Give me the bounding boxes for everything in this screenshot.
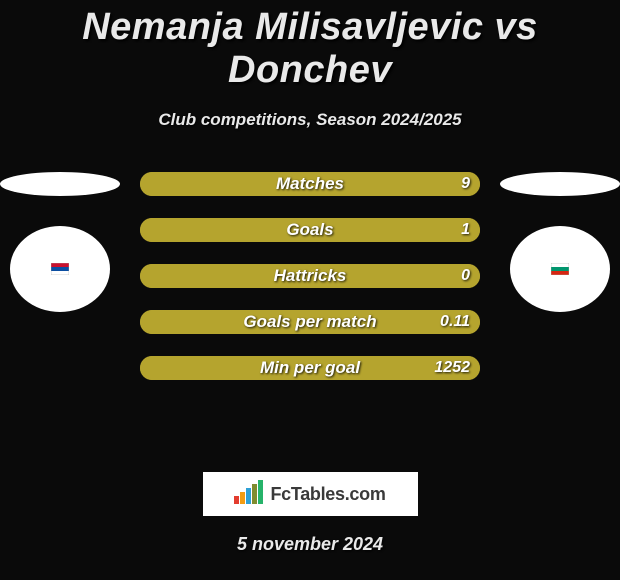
left-player-photo-placeholder (0, 172, 120, 196)
left-player-flag-badge (10, 226, 110, 312)
stat-row: Goals per match0.11 (140, 310, 480, 334)
stat-label: Matches (140, 172, 480, 196)
left-player-column (0, 172, 120, 312)
stat-value-right: 1252 (434, 356, 470, 380)
stat-label: Goals (140, 218, 480, 242)
page-title: Nemanja Milisavljevic vs Donchev (0, 0, 620, 92)
stat-value-right: 0 (461, 264, 470, 288)
stat-label: Hattricks (140, 264, 480, 288)
right-player-column (500, 172, 620, 312)
stat-value-right: 0.11 (440, 310, 470, 334)
right-player-photo-placeholder (500, 172, 620, 196)
flag-left-icon (51, 263, 69, 275)
logo-chart-icon (234, 480, 264, 509)
stat-value-right: 1 (461, 218, 470, 242)
stat-value-right: 9 (461, 172, 470, 196)
logo-box[interactable]: FcTables.com (203, 472, 418, 516)
stat-row: Hattricks0 (140, 264, 480, 288)
stat-label: Min per goal (140, 356, 480, 380)
comparison-panel: Matches9Goals1Hattricks0Goals per match0… (0, 172, 620, 472)
subtitle: Club competitions, Season 2024/2025 (0, 110, 620, 130)
logo-text: FcTables.com (270, 484, 385, 505)
date-label: 5 november 2024 (0, 534, 620, 555)
stat-row: Matches9 (140, 172, 480, 196)
flag-right-icon (551, 263, 569, 275)
stat-row: Min per goal1252 (140, 356, 480, 380)
stat-row: Goals1 (140, 218, 480, 242)
right-player-flag-badge (510, 226, 610, 312)
stat-bars: Matches9Goals1Hattricks0Goals per match0… (140, 172, 480, 402)
stat-label: Goals per match (140, 310, 480, 334)
